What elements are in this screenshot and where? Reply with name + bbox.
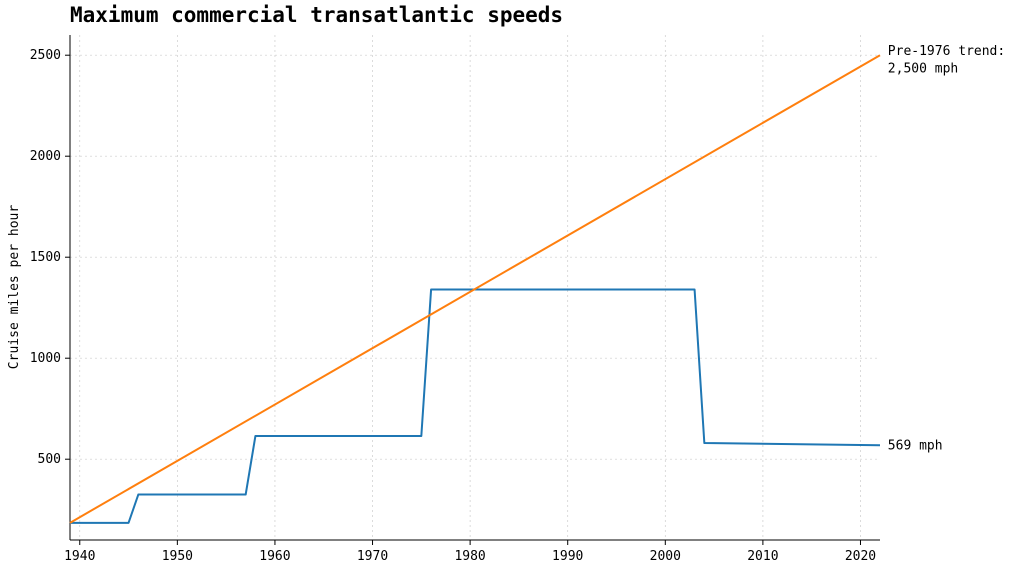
chart-svg: Maximum commercial transatlantic speeds 1… <box>0 0 1024 568</box>
chart-container: Maximum commercial transatlantic speeds 1… <box>0 0 1024 568</box>
y-tick-label: 2500 <box>30 48 61 63</box>
y-tick-label: 1500 <box>30 250 61 265</box>
chart-title: Maximum commercial transatlantic speeds <box>70 3 563 27</box>
x-tick-label: 2010 <box>747 549 778 564</box>
annotation-trend-label-line1: Pre-1976 trend: <box>888 44 1005 59</box>
y-tick-label: 1000 <box>30 351 61 366</box>
annotation-trend-label-line2: 2,500 mph <box>888 61 958 76</box>
x-tick-label: 1950 <box>162 549 193 564</box>
x-tick-label: 1960 <box>259 549 290 564</box>
x-tick-label: 1990 <box>552 549 583 564</box>
y-tick-label: 2000 <box>30 149 61 164</box>
y-axis-label: Cruise miles per hour <box>7 205 22 370</box>
x-tick-label: 2000 <box>650 549 681 564</box>
x-tick-label: 2020 <box>845 549 876 564</box>
y-tick-label: 500 <box>38 452 61 467</box>
x-tick-label: 1970 <box>357 549 388 564</box>
x-tick-label: 1980 <box>454 549 485 564</box>
x-tick-label: 1940 <box>64 549 95 564</box>
annotation-end-label: 569 mph <box>888 438 943 453</box>
chart-background <box>0 0 1024 568</box>
